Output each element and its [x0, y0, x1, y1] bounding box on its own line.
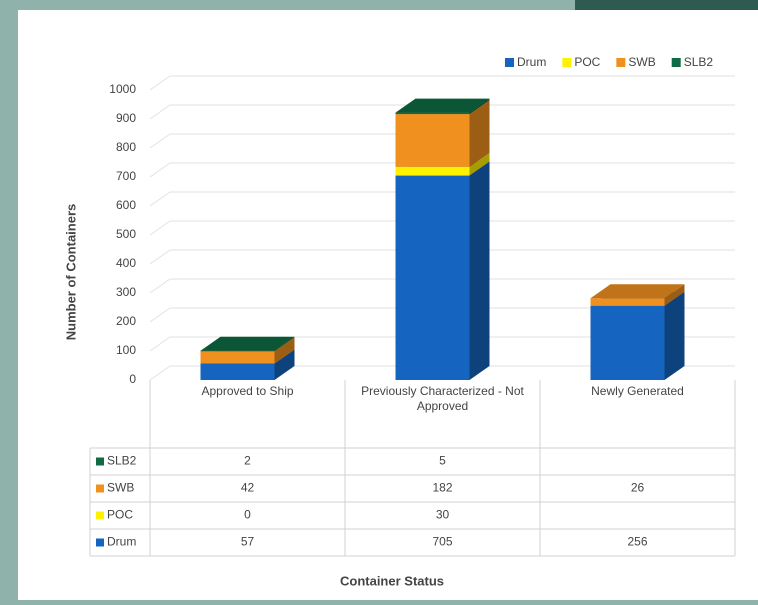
y-tick-label: 100: [116, 343, 136, 357]
x-axis-title: Container Status: [340, 573, 444, 588]
bar: [201, 363, 275, 380]
y-tick-label: 1000: [109, 82, 136, 96]
table-cell: 182: [432, 481, 452, 495]
table-row-label: POC: [107, 508, 133, 522]
y-tick-label: 900: [116, 111, 136, 125]
x-tick-label: Newly Generated: [550, 384, 725, 399]
y-tick-label: 200: [116, 314, 136, 328]
legend-swatch: [562, 58, 571, 67]
bar: [591, 306, 665, 380]
legend-swatch: [616, 58, 625, 67]
bar: [396, 167, 470, 176]
table-row-label: SWB: [107, 481, 134, 495]
table-cell: 30: [436, 508, 450, 522]
bar: [591, 298, 665, 306]
table-cell: 0: [244, 508, 251, 522]
table-key: [96, 485, 104, 493]
bar-side: [470, 162, 490, 380]
bar: [396, 176, 470, 380]
category-cell: Newly Generated: [550, 384, 725, 446]
y-tick-label: 400: [116, 256, 136, 270]
legend-swatch: [672, 58, 681, 67]
legend-label: Drum: [517, 55, 546, 69]
category-cell: Previously Characterized - Not Approved: [355, 384, 530, 446]
table-key: [96, 458, 104, 466]
table-row-label: SLB2: [107, 454, 137, 468]
legend-swatch: [505, 58, 514, 67]
bar: [396, 113, 470, 114]
y-tick-label: 300: [116, 285, 136, 299]
y-tick-label: 700: [116, 169, 136, 183]
bar: [201, 351, 275, 352]
bar-side: [665, 292, 685, 380]
y-tick-label: 600: [116, 198, 136, 212]
legend-label: POC: [574, 55, 600, 69]
table-cell: 42: [241, 481, 255, 495]
legend-label: SWB: [628, 55, 655, 69]
y-tick-label: 0: [129, 372, 136, 386]
table-row-label: Drum: [107, 535, 136, 549]
bar: [201, 351, 275, 363]
y-tick-label: 500: [116, 227, 136, 241]
category-cell: Approved to Ship: [160, 384, 335, 446]
table-cell: 2: [244, 454, 251, 468]
y-axis-title: Number of Containers: [63, 204, 78, 341]
legend-label: SLB2: [684, 55, 714, 69]
x-tick-label: Previously Characterized - Not Approved: [355, 384, 530, 414]
chart: Number of Containers Container Status 0 1…: [0, 0, 758, 600]
table-key: [96, 539, 104, 547]
y-tick-label: 800: [116, 140, 136, 154]
table-cell: 26: [631, 481, 645, 495]
table-key: [96, 512, 104, 520]
corner-image: [575, 0, 758, 10]
page: {"chart_data": {"type": "bar3d_stacked",…: [0, 0, 758, 600]
table-cell: 5: [439, 454, 446, 468]
table-cell: 57: [241, 535, 255, 549]
table-cell: 705: [432, 535, 452, 549]
x-tick-label: Approved to Ship: [160, 384, 335, 399]
table-cell: 256: [627, 535, 647, 549]
bar: [396, 114, 470, 167]
